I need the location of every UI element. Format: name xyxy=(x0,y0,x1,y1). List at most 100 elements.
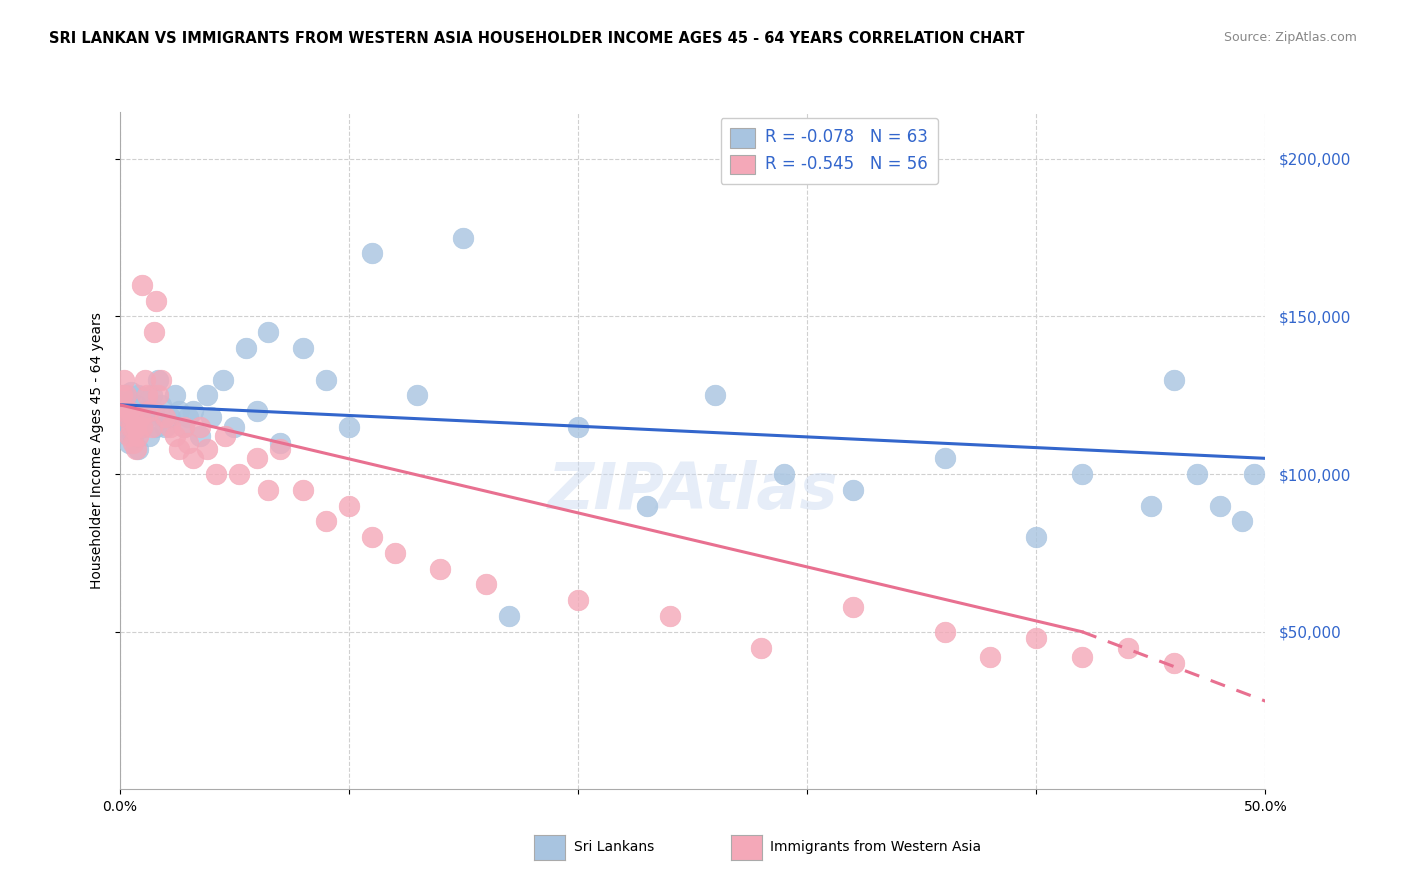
Point xyxy=(269,435,291,450)
Point xyxy=(124,398,146,412)
Point xyxy=(1071,650,1094,665)
Point xyxy=(315,372,337,386)
Point xyxy=(181,451,204,466)
Point xyxy=(112,404,135,418)
Point xyxy=(1025,530,1047,544)
Point xyxy=(141,388,163,402)
Point xyxy=(112,372,135,386)
Point xyxy=(118,435,141,450)
Point xyxy=(142,404,165,418)
Point xyxy=(704,388,727,402)
Point xyxy=(195,442,218,456)
Point xyxy=(235,341,257,355)
Point xyxy=(1185,467,1208,482)
Point xyxy=(111,426,134,441)
Point xyxy=(773,467,796,482)
Point xyxy=(453,230,475,244)
Point xyxy=(1025,631,1047,645)
Point xyxy=(163,429,186,443)
Legend: R = -0.078   N = 63, R = -0.545   N = 56: R = -0.078 N = 63, R = -0.545 N = 56 xyxy=(720,119,938,184)
Point xyxy=(145,419,167,434)
Point xyxy=(429,562,451,576)
Point xyxy=(337,499,360,513)
Point xyxy=(291,483,314,497)
Point xyxy=(934,451,956,466)
Point xyxy=(112,410,135,425)
Point xyxy=(211,372,233,386)
Point xyxy=(115,388,138,402)
Point xyxy=(122,435,145,450)
Point xyxy=(934,624,956,639)
Point xyxy=(112,388,135,402)
Point xyxy=(145,293,167,308)
Point xyxy=(195,388,218,402)
Point xyxy=(1163,657,1185,671)
Point xyxy=(1243,467,1265,482)
Point xyxy=(115,419,138,434)
Point xyxy=(228,467,250,482)
Point xyxy=(214,429,236,443)
Point xyxy=(149,398,172,412)
Point xyxy=(181,404,204,418)
Point xyxy=(148,388,170,402)
Point xyxy=(1163,372,1185,386)
Text: Immigrants from Western Asia: Immigrants from Western Asia xyxy=(770,840,981,855)
Point xyxy=(115,410,138,425)
Point xyxy=(122,410,145,425)
Point xyxy=(360,530,382,544)
Point xyxy=(188,419,211,434)
Point xyxy=(122,429,145,443)
Point xyxy=(246,404,269,418)
Point xyxy=(337,419,360,434)
Point xyxy=(498,609,520,624)
Point xyxy=(246,451,269,466)
Point xyxy=(177,435,200,450)
Point xyxy=(131,277,153,292)
Point xyxy=(173,419,195,434)
Point xyxy=(127,429,149,443)
Point xyxy=(842,599,865,614)
Point xyxy=(148,372,170,386)
Point xyxy=(138,404,160,418)
Point xyxy=(155,410,177,425)
Point xyxy=(127,388,149,402)
Point xyxy=(406,388,429,402)
Point xyxy=(291,341,314,355)
Point xyxy=(222,419,246,434)
Text: SRI LANKAN VS IMMIGRANTS FROM WESTERN ASIA HOUSEHOLDER INCOME AGES 45 - 64 YEARS: SRI LANKAN VS IMMIGRANTS FROM WESTERN AS… xyxy=(49,31,1025,46)
Point xyxy=(120,404,142,418)
Point xyxy=(118,404,141,418)
Point xyxy=(155,419,177,434)
Point xyxy=(124,442,146,456)
Point xyxy=(1208,499,1230,513)
Point xyxy=(127,442,149,456)
Point xyxy=(257,325,280,339)
Point xyxy=(842,483,865,497)
Point xyxy=(115,398,138,412)
Point xyxy=(475,577,498,591)
Point xyxy=(360,246,382,260)
Point xyxy=(118,410,141,425)
Point xyxy=(129,410,152,425)
Point xyxy=(567,593,589,607)
Point xyxy=(134,404,156,418)
Point xyxy=(163,388,186,402)
Point xyxy=(136,388,159,402)
Point xyxy=(129,410,152,425)
Point xyxy=(142,325,165,339)
Y-axis label: Householder Income Ages 45 - 64 years: Householder Income Ages 45 - 64 years xyxy=(90,312,104,589)
Point xyxy=(124,419,146,434)
Point xyxy=(1071,467,1094,482)
Point xyxy=(118,429,141,443)
Point xyxy=(188,429,211,443)
Point xyxy=(1116,640,1139,655)
Point xyxy=(159,419,181,434)
Text: ZIPAtlas: ZIPAtlas xyxy=(547,460,838,522)
Point xyxy=(122,407,145,421)
Point xyxy=(167,404,190,418)
Point xyxy=(1140,499,1163,513)
Point xyxy=(636,499,658,513)
Point xyxy=(979,650,1001,665)
Point xyxy=(269,442,291,456)
Point xyxy=(111,404,134,418)
